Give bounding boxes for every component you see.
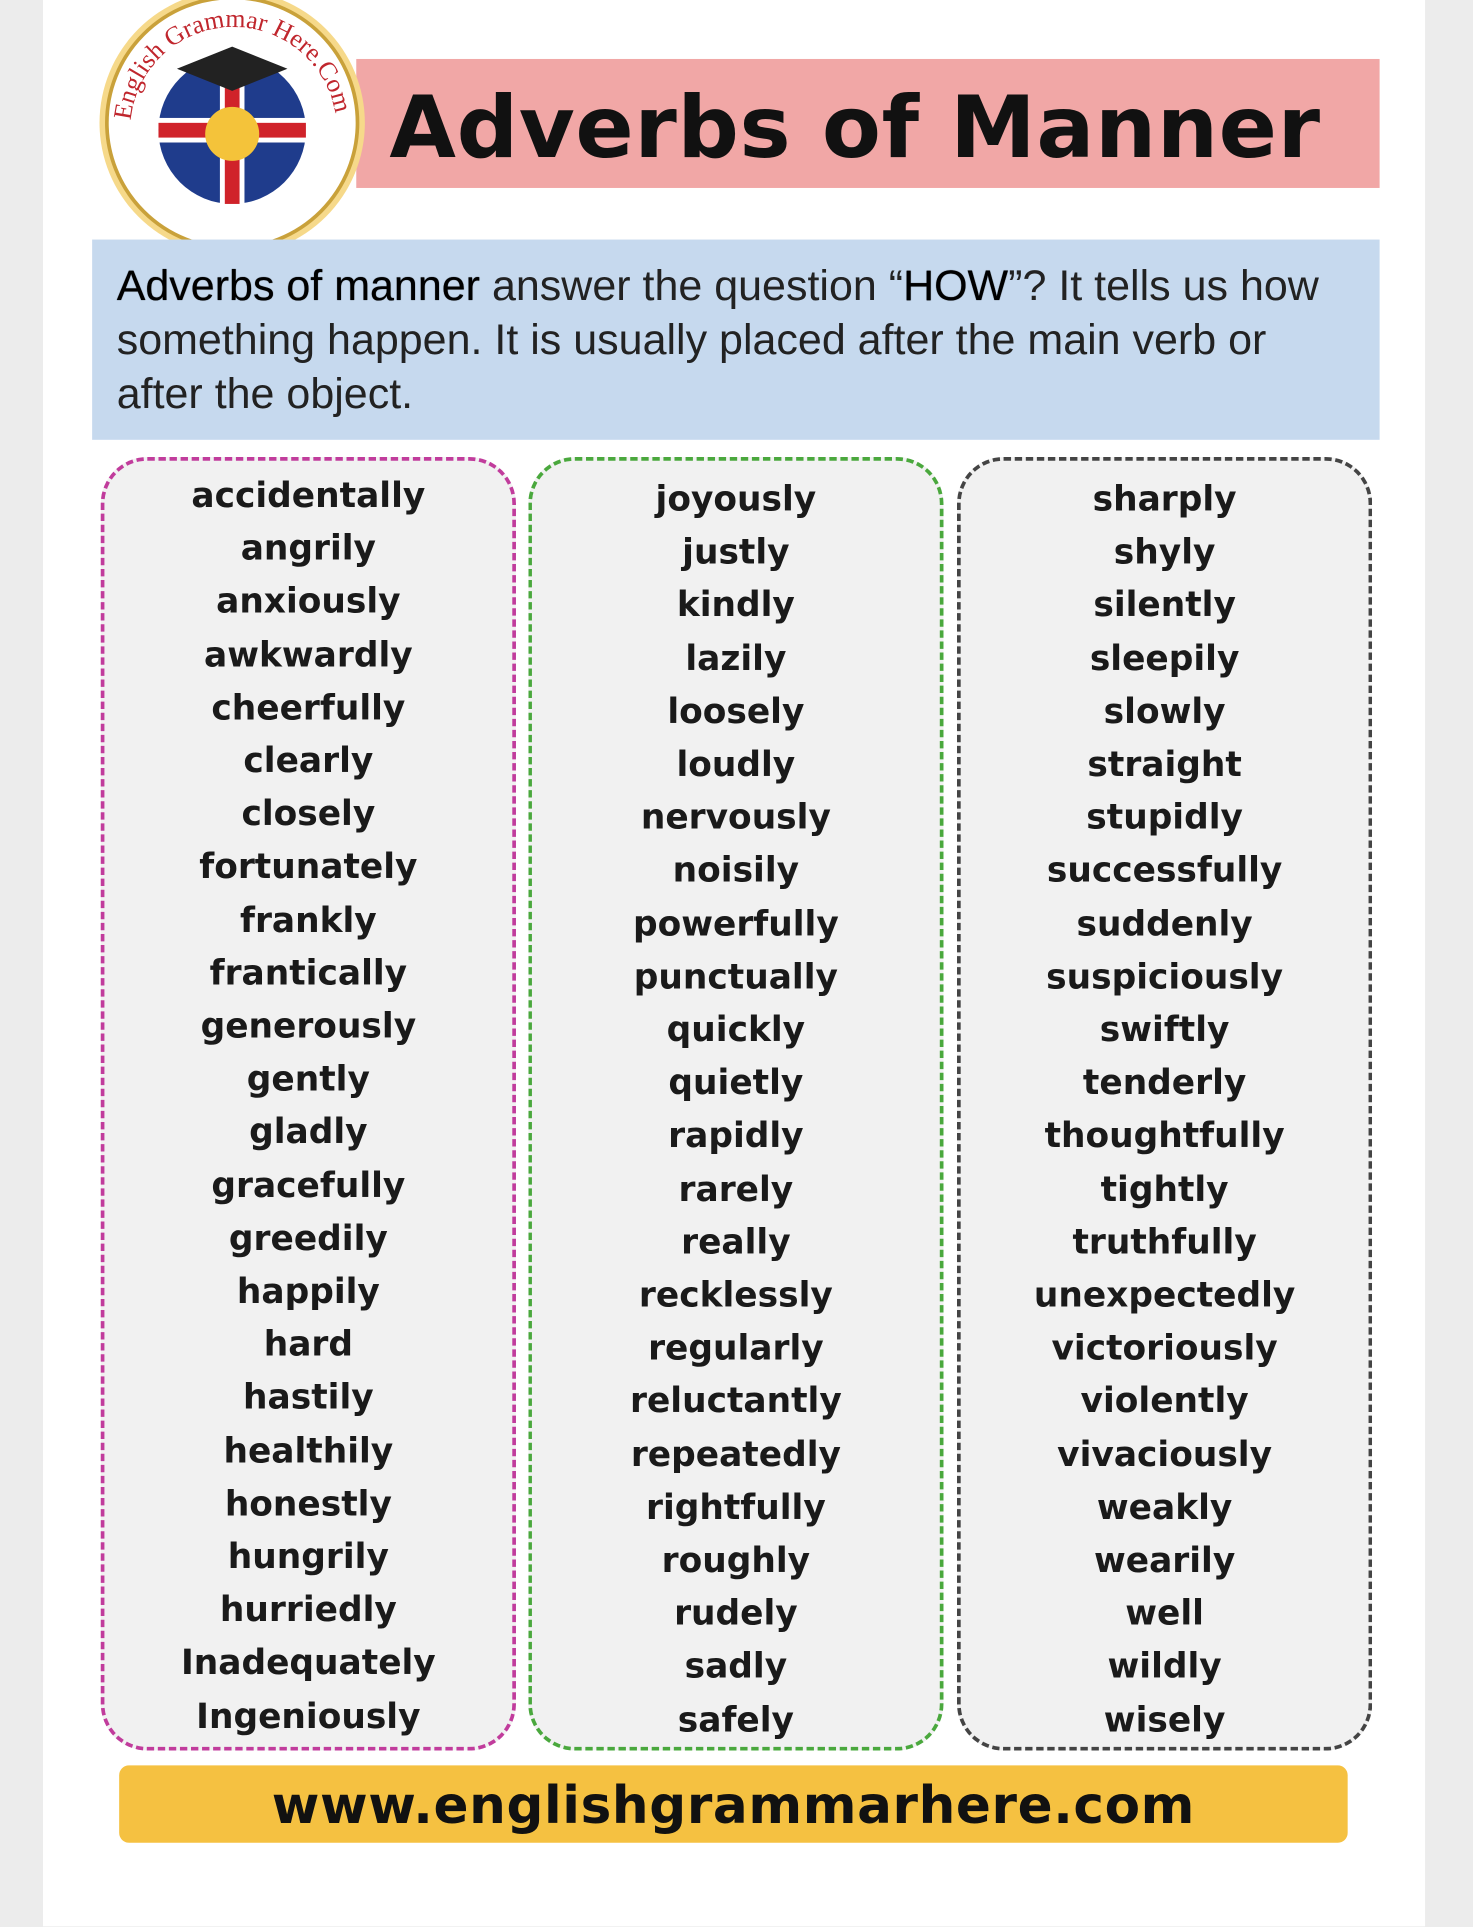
adverb: gently xyxy=(246,1058,370,1100)
adverb: vivaciously xyxy=(1057,1433,1273,1475)
adverb: wearily xyxy=(1093,1539,1236,1581)
adverb: sadly xyxy=(684,1646,788,1687)
adverb: shyly xyxy=(1113,531,1216,573)
adverb: nervously xyxy=(640,796,831,838)
adverb: clearly xyxy=(243,740,374,781)
adverb: greedily xyxy=(228,1217,388,1259)
adverb: gladly xyxy=(249,1111,368,1153)
adverb: closely xyxy=(241,793,376,834)
adverb: regularly xyxy=(648,1327,824,1369)
adverb: truthfully xyxy=(1072,1221,1257,1263)
adverb: gracefully xyxy=(211,1164,406,1206)
word-column: sharply shyly silently sleepily slowly straig… xyxy=(957,457,1373,1751)
adverb: hard xyxy=(263,1323,354,1365)
adverb: quickly xyxy=(666,1009,806,1050)
adverb: Inadequately xyxy=(180,1642,436,1683)
adverb: cheerfully xyxy=(211,687,406,728)
adverb: weakly xyxy=(1096,1486,1233,1528)
adverb: tenderly xyxy=(1082,1062,1247,1103)
adverb: suddenly xyxy=(1076,903,1253,944)
adverb: roughly xyxy=(661,1539,811,1581)
adverb: silently xyxy=(1093,584,1236,626)
adverb: loosely xyxy=(667,690,805,732)
adverb: happily xyxy=(236,1270,380,1312)
title: Adverbs of Manner xyxy=(389,77,1321,179)
adverb: hungrily xyxy=(227,1536,389,1577)
adverb: wisely xyxy=(1103,1699,1226,1740)
adverb: angrily xyxy=(240,527,376,569)
adverb: anxiously xyxy=(216,580,401,622)
adverb: noisily xyxy=(672,849,800,891)
logo: English Grammar Here.Com xyxy=(99,0,365,256)
adverb: frantically xyxy=(209,952,408,993)
adverb: hastily xyxy=(243,1377,374,1418)
adverb: repeatedly xyxy=(630,1433,841,1475)
adverb: accidentally xyxy=(191,474,426,516)
adverb: straight xyxy=(1087,743,1242,785)
adverb: really xyxy=(681,1221,791,1263)
adverb: swiftly xyxy=(1099,1009,1230,1050)
word-column: accidentally angrily anxiously awkwardly che… xyxy=(100,457,516,1751)
adverb: fortunately xyxy=(199,846,418,887)
adverb: Ingeniously xyxy=(196,1695,421,1736)
cap xyxy=(176,46,288,91)
adverb: hurriedly xyxy=(219,1589,397,1630)
title-band xyxy=(356,58,1380,188)
adverb: awkwardly xyxy=(204,634,413,675)
adverb: recklessly xyxy=(638,1274,833,1316)
adverb: honestly xyxy=(224,1483,392,1524)
adverb: victoriously xyxy=(1051,1327,1278,1369)
adverb: stupidly xyxy=(1086,796,1243,838)
adverb: punctually xyxy=(633,956,838,997)
adverb: rudely xyxy=(674,1592,798,1634)
description: Adverbs of manner answer the question “H… xyxy=(92,239,1380,440)
adverb: suspiciously xyxy=(1046,956,1284,997)
description-text: ”? It tells us how something happen. It … xyxy=(116,261,1319,418)
adverb: thoughtfully xyxy=(1044,1115,1285,1156)
adverb: rarely xyxy=(678,1168,794,1209)
adverb: well xyxy=(1125,1592,1204,1634)
bulb xyxy=(205,106,260,161)
word-column: joyously justly kindly lazily loosely loudly n… xyxy=(528,457,944,1751)
adverb: joyously xyxy=(655,478,817,520)
adverb: kindly xyxy=(676,584,795,626)
adverb: lazily xyxy=(685,637,787,679)
adverb: rightfully xyxy=(645,1486,826,1528)
adverb: sleepily xyxy=(1089,637,1240,679)
adverb: sharply xyxy=(1092,478,1237,520)
adverb: tightly xyxy=(1100,1168,1229,1209)
description-text: answer the question “ xyxy=(479,261,904,310)
adverb: slowly xyxy=(1103,690,1226,732)
adverb: frankly xyxy=(239,899,377,940)
adverb: wildly xyxy=(1107,1646,1222,1687)
adverb: reluctantly xyxy=(629,1380,842,1422)
adverb: successfully xyxy=(1046,849,1283,891)
adverb: quietly xyxy=(668,1062,804,1103)
adverb: unexpectedly xyxy=(1033,1274,1296,1316)
adverb: justly xyxy=(682,531,790,573)
adverb: loudly xyxy=(676,743,796,785)
adverb: healthily xyxy=(223,1430,394,1471)
description-bold: HOW xyxy=(903,261,1009,310)
adverb: generously xyxy=(200,1005,417,1047)
adverb: safely xyxy=(677,1699,794,1740)
adverb: powerfully xyxy=(632,903,839,944)
adverb: violently xyxy=(1080,1380,1249,1422)
adverb: rapidly xyxy=(668,1115,804,1156)
footer-url: www.englishgrammarhere.com xyxy=(119,1765,1348,1843)
description-bold: Adverbs of manner xyxy=(116,261,480,310)
